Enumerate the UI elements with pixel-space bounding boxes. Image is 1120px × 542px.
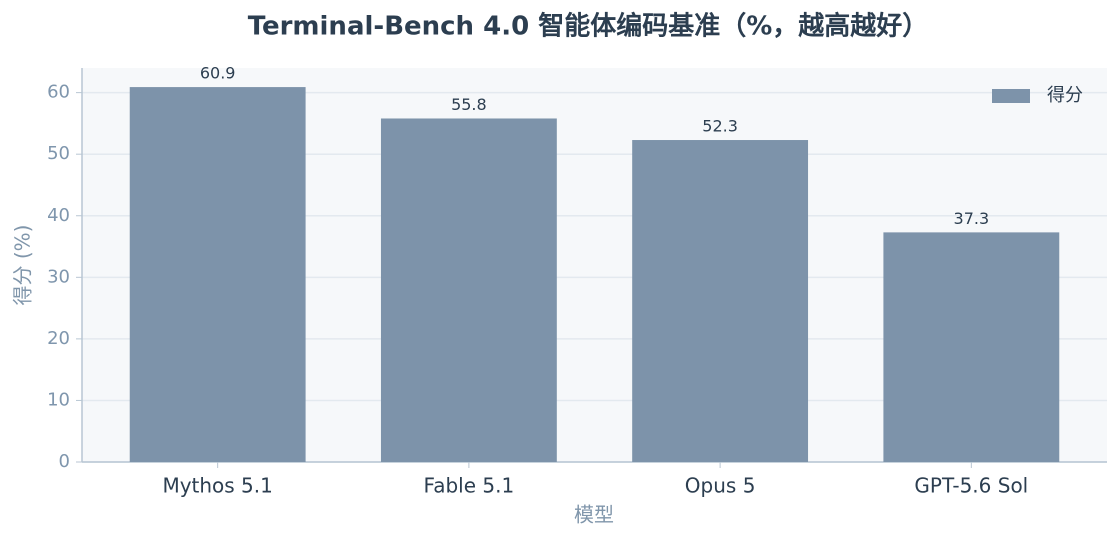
bar [883,232,1060,462]
y-axis-label: 得分 (%) [11,225,35,306]
y-tick-label: 0 [59,451,70,472]
y-tick-label: 50 [47,143,70,164]
chart-title: Terminal-Bench 4.0 智能体编码基准（%，越高越好） [248,11,929,42]
data-label: 52.3 [702,117,738,136]
bar [129,87,306,462]
x-axis-label: 模型 [574,503,614,527]
legend-label: 得分 [1047,85,1083,106]
bar [380,118,557,462]
y-tick-label: 10 [47,389,70,410]
y-tick-label: 20 [47,328,70,349]
y-tick-label: 40 [47,205,70,226]
data-label: 55.8 [451,95,487,114]
bar [632,140,809,462]
legend-swatch [992,89,1030,103]
x-tick-label: Opus 5 [685,474,756,498]
x-tick-label: Mythos 5.1 [162,474,272,498]
data-label: 60.9 [200,64,236,83]
y-tick-label: 60 [47,82,70,103]
x-tick-label: GPT-5.6 Sol [914,474,1028,498]
x-tick-label: Fable 5.1 [424,474,515,498]
data-label: 37.3 [954,209,990,228]
y-tick-label: 30 [47,266,70,287]
